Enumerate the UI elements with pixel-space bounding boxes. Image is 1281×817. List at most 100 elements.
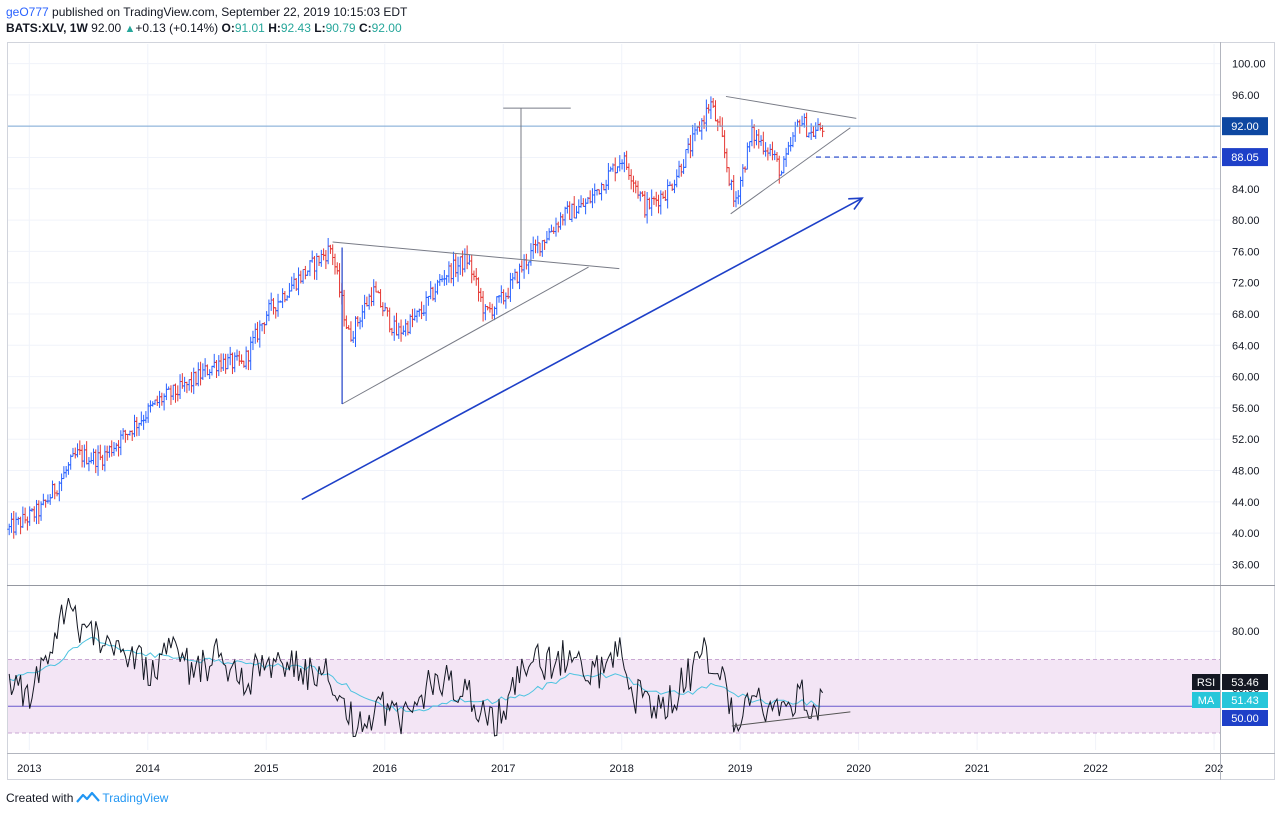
ohlc-bar — [118, 430, 123, 456]
ohlc-bar — [731, 175, 736, 207]
ohlc-bar — [394, 312, 399, 336]
ohlc-bar — [754, 130, 759, 146]
ohlc-bar — [235, 349, 240, 361]
ohlc-bar — [41, 493, 46, 506]
level-50-box — [1222, 710, 1268, 726]
ohlc-bar — [178, 374, 183, 400]
tradingview-link[interactable]: TradingView — [102, 791, 169, 805]
ohlc-bar — [620, 159, 625, 170]
publish-info: published on TradingView.com, September … — [48, 5, 408, 19]
ohlc-bar — [563, 206, 568, 226]
ohlc-bar — [353, 316, 358, 348]
ohlc-bar — [248, 336, 253, 371]
ohlc-bar — [307, 260, 312, 277]
footer: Created with TradingView — [6, 791, 168, 805]
ohlc-bar — [515, 271, 520, 284]
ohlc-bar — [567, 201, 572, 220]
ohlc-bar — [280, 288, 285, 309]
price-pane[interactable] — [7, 95, 1220, 539]
ohlc-bar — [531, 236, 536, 259]
ohlc-bar — [487, 302, 492, 313]
ohlc-bar — [296, 267, 301, 296]
ohlc-bar — [642, 190, 647, 218]
ohlc-bar — [592, 183, 597, 204]
ohlc-bar — [317, 255, 322, 266]
ohlc-bar — [699, 118, 704, 140]
ohlc-bar — [271, 297, 276, 315]
last-price-box — [1222, 117, 1268, 136]
ohlc-bar — [73, 447, 78, 459]
ohlc-bar — [262, 322, 267, 334]
ohlc-bar — [683, 149, 688, 168]
ohlc-bar — [348, 321, 353, 342]
ohlc-bar — [205, 364, 210, 376]
x-tick-label: 2016 — [373, 763, 397, 775]
ohlc-bar — [453, 253, 458, 278]
ohlc-bar — [636, 180, 641, 199]
ohlc-bar — [720, 117, 725, 138]
author-link[interactable]: geO777 — [6, 5, 49, 19]
rsi-pane[interactable] — [8, 597, 1220, 738]
ohlc-bar — [428, 281, 433, 300]
y-tick-label: 68.00 — [1232, 309, 1260, 321]
ohlc-bar — [544, 230, 549, 244]
level-box — [1222, 148, 1268, 167]
ohlc-bar — [558, 212, 563, 230]
ohlc-bar — [790, 132, 795, 148]
ohlc-bar — [631, 175, 636, 193]
ohlc-bar — [20, 506, 25, 528]
ohlc-bar — [494, 296, 499, 315]
ohlc-bar — [351, 330, 356, 344]
ohlc-bar — [187, 379, 192, 391]
x-tick-label: 2013 — [17, 763, 41, 775]
ohlc-bar — [599, 182, 604, 201]
ohlc-bar — [23, 507, 28, 524]
ohlc-bar — [508, 272, 513, 302]
ohlc-bar — [426, 295, 431, 306]
ohlc-bar — [77, 440, 82, 455]
pattern-trendline — [332, 241, 620, 270]
ohlc-bar — [408, 314, 413, 335]
ohlc-bar — [433, 283, 438, 303]
x-tick-label: 2017 — [491, 763, 515, 775]
ohlc-bar — [526, 261, 531, 275]
ohlc-bar — [547, 228, 552, 241]
ohlc-bar — [285, 295, 290, 301]
ohlc-bar — [490, 303, 495, 320]
ohlc-bar — [713, 100, 718, 122]
ohlc-bar — [522, 254, 527, 279]
ohlc-bar — [629, 169, 634, 190]
ohlc-bar — [512, 268, 517, 281]
ohlc-bar — [50, 480, 55, 499]
ohlc-bar — [321, 248, 326, 261]
x-tick-label: 2022 — [1083, 763, 1107, 775]
ohlc-bar — [747, 141, 752, 153]
ohlc-bar — [604, 179, 609, 194]
ohlc-bar — [219, 353, 224, 373]
ohlc-bar — [228, 346, 233, 366]
ohlc-bar — [221, 353, 226, 371]
ohlc-bar — [718, 116, 723, 127]
ohlc-bar — [32, 506, 37, 522]
ohlc-bar — [451, 251, 456, 287]
ohlc-bar — [476, 277, 481, 302]
ohlc-bar — [793, 121, 798, 142]
low-value: 90.79 — [325, 21, 356, 35]
ohlc-bar — [237, 350, 242, 366]
rsi-name-label: RSI — [1197, 677, 1215, 689]
ohlc-bar — [708, 96, 713, 120]
ohlc-bar — [458, 256, 463, 275]
ohlc-bar — [686, 138, 691, 154]
ohlc-bar — [96, 445, 101, 476]
ohlc-bar — [175, 385, 180, 402]
ohlc-bar — [681, 159, 686, 175]
ohlc-bar — [314, 253, 319, 281]
rsi-value-label: 53.46 — [1231, 677, 1259, 689]
ohlc-bar — [168, 385, 173, 405]
ohlc-bar — [765, 147, 770, 161]
ohlc-bar — [312, 255, 317, 280]
ohlc-bar — [191, 367, 196, 395]
ohlc-bar — [772, 150, 777, 161]
ohlc-bar — [239, 354, 244, 364]
